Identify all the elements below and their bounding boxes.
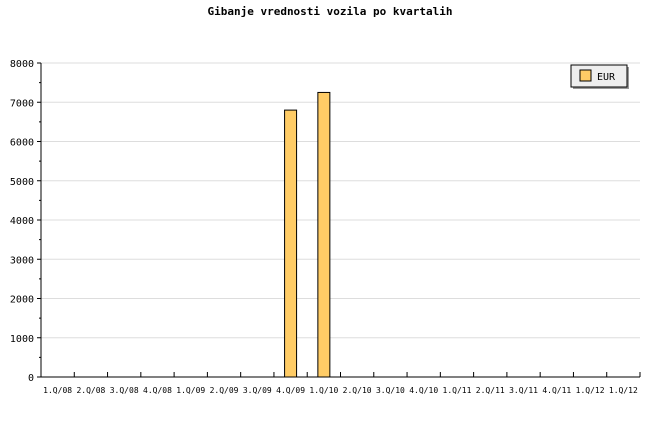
x-tick-label: 3.Q/08 <box>110 386 139 395</box>
y-tick-label: 0 <box>28 373 34 384</box>
y-tick-label: 3000 <box>10 255 34 266</box>
chart-title: Gibanje vrednosti vozila po kvartalih <box>207 5 452 18</box>
y-tick-label: 7000 <box>10 98 34 109</box>
bar <box>284 109 298 378</box>
y-tick-label: 4000 <box>10 216 34 227</box>
y-tick-label: 8000 <box>10 59 34 70</box>
bar <box>317 91 331 378</box>
y-tick-label: 6000 <box>10 138 34 149</box>
legend-label: EUR <box>597 72 616 83</box>
x-tick-label: 1.Q/12 <box>609 386 638 395</box>
x-tick-label: 4.Q/11 <box>542 386 571 395</box>
x-tick-label: 2.Q/09 <box>210 386 239 395</box>
x-tick-label: 3.Q/10 <box>376 386 405 395</box>
legend: EUR <box>570 64 629 89</box>
x-tick-label: 2.Q/11 <box>476 386 505 395</box>
x-tick-label: 1.Q/08 <box>43 386 72 395</box>
legend-swatch <box>579 69 592 82</box>
y-tick-label: 2000 <box>10 295 34 306</box>
x-tick-label: 1.Q/12 <box>576 386 605 395</box>
x-tick-label: 1.Q/11 <box>443 386 472 395</box>
x-tick-label: 2.Q/08 <box>76 386 105 395</box>
x-tick-label: 4.Q/08 <box>143 386 172 395</box>
x-tick-label: 3.Q/11 <box>509 386 538 395</box>
x-tick-label: 2.Q/10 <box>343 386 372 395</box>
y-tick-label: 1000 <box>10 334 34 345</box>
x-tick-label: 1.Q/09 <box>176 386 205 395</box>
x-tick-label: 4.Q/10 <box>409 386 438 395</box>
y-tick-label: 5000 <box>10 177 34 188</box>
x-tick-label: 3.Q/09 <box>243 386 272 395</box>
x-tick-label: 4.Q/09 <box>276 386 305 395</box>
x-tick-label: 1.Q/10 <box>309 386 338 395</box>
